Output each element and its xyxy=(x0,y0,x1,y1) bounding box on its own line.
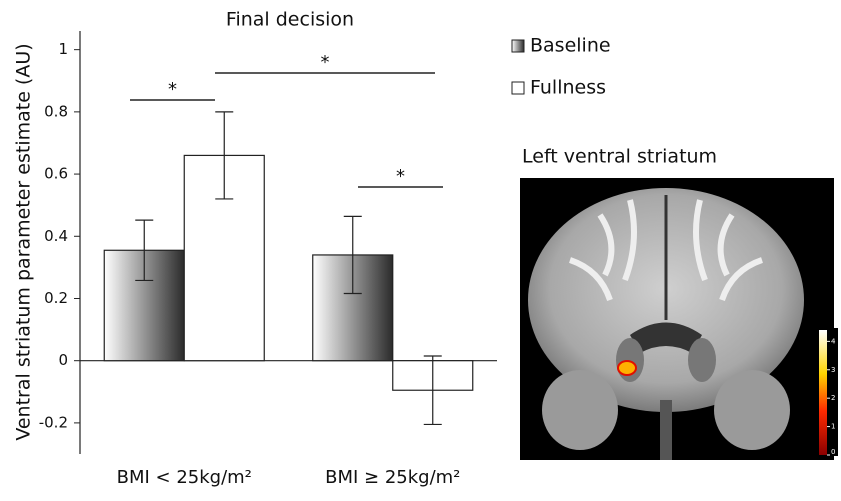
y-tick-label: -0.2 xyxy=(39,413,68,431)
legend-label: Fullness xyxy=(530,77,606,99)
brain-image xyxy=(520,178,838,460)
legend-label: Baseline xyxy=(530,35,611,57)
y-tick-label: 1 xyxy=(58,40,68,58)
y-tick-label: 0.6 xyxy=(44,165,68,183)
colorbar-tick-label: 0 xyxy=(831,448,835,456)
y-tick-label: 0 xyxy=(58,351,68,369)
colorbar-tick-label: 2 xyxy=(831,394,835,402)
figure: Final decision Ventral striatum paramete… xyxy=(0,0,841,497)
x-tick-label: BMI < 25kg/m² xyxy=(117,467,252,488)
significance-star: * xyxy=(168,79,177,100)
legend-swatch xyxy=(512,40,524,52)
y-axis-label: Ventral striatum parameter estimate (AU) xyxy=(13,43,35,440)
colorbar-tick-label: 3 xyxy=(831,366,835,374)
significance-star: * xyxy=(321,52,330,73)
x-tick-label: BMI ≥ 25kg/m² xyxy=(325,467,460,488)
y-tick-label: 0.4 xyxy=(44,227,68,245)
chart-title: Final decision xyxy=(226,9,354,31)
significance-star: * xyxy=(396,166,405,187)
legend-swatch xyxy=(512,82,524,94)
y-tick-label: 0.2 xyxy=(44,289,68,307)
colorbar-tick-label: 4 xyxy=(831,337,836,345)
colorbar-tick-label: 1 xyxy=(831,423,835,431)
colorbar xyxy=(819,330,827,455)
y-tick-label: 0.8 xyxy=(44,102,68,120)
inset-title: Left ventral striatum xyxy=(522,146,717,168)
